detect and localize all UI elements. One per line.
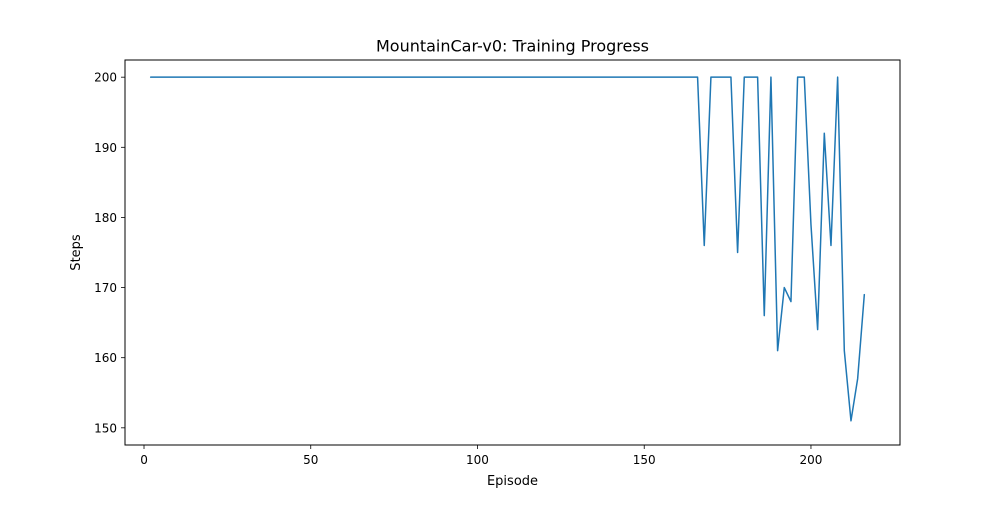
y-tick-label: 170 [94,281,117,295]
plot-frame [124,59,901,446]
y-tick-label: 200 [94,71,117,85]
x-axis-label: Episode [487,474,538,489]
series-line-0 [149,76,866,422]
x-tick-label: 150 [633,453,656,467]
y-axis-label: Steps [69,234,84,271]
series-layer [149,76,866,422]
y-axis: 150 160 170 180 190 200 [94,71,125,435]
y-tick-label: 150 [94,421,117,435]
y-tick-label: 190 [94,141,117,155]
x-axis: 0 50 100 150 200 [140,445,822,467]
y-tick-label: 160 [94,351,117,365]
x-tick-label: 50 [303,453,318,467]
x-tick-label: 100 [466,453,489,467]
chart-title: MountainCar-v0: Training Progress [376,37,649,56]
x-tick-label: 200 [800,453,823,467]
x-tick-label: 0 [140,453,148,467]
y-tick-label: 180 [94,211,117,225]
